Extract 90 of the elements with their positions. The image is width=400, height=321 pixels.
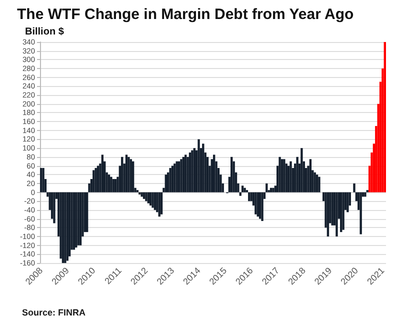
bar	[147, 192, 150, 204]
bar	[256, 192, 259, 217]
bar	[174, 164, 176, 192]
bar	[176, 161, 178, 192]
bar	[182, 156, 185, 192]
bar	[167, 172, 170, 192]
bar	[160, 192, 163, 214]
bar	[342, 192, 344, 230]
bar	[244, 188, 246, 192]
chart-title: The WTF Change in Margin Debt from Year Ago	[17, 6, 354, 23]
bar	[314, 172, 316, 192]
bar	[94, 168, 97, 192]
bar	[64, 192, 66, 263]
bar	[171, 166, 174, 192]
bar	[42, 168, 44, 192]
bar	[261, 192, 264, 222]
bar	[331, 192, 334, 226]
bar	[110, 176, 112, 192]
bar	[156, 192, 158, 212]
bar	[62, 192, 64, 263]
bar	[114, 179, 117, 192]
bar	[184, 154, 187, 192]
bar	[230, 156, 233, 192]
bar	[346, 192, 349, 212]
bar	[77, 192, 80, 246]
bar	[280, 159, 284, 192]
bar	[202, 144, 204, 192]
bar	[88, 183, 90, 192]
bar	[213, 154, 216, 192]
bar	[198, 139, 200, 192]
bar	[142, 192, 146, 199]
bar	[258, 192, 262, 219]
bar	[72, 192, 76, 250]
bar	[125, 154, 128, 192]
bar	[353, 183, 356, 192]
bar	[164, 174, 168, 192]
bar	[79, 192, 82, 246]
bar	[300, 148, 303, 192]
bar	[360, 192, 362, 234]
bar	[193, 148, 196, 192]
bar	[336, 192, 338, 236]
bar	[364, 192, 366, 197]
bar	[316, 174, 318, 192]
bar	[296, 156, 298, 192]
bar	[130, 159, 132, 192]
bar	[128, 156, 130, 192]
bar	[101, 154, 104, 192]
bar	[232, 161, 235, 192]
bar	[340, 192, 342, 232]
bar	[86, 192, 88, 232]
bar	[239, 192, 242, 196]
bar	[178, 161, 180, 192]
bar	[145, 192, 148, 202]
bar	[132, 161, 134, 192]
bar	[60, 192, 62, 259]
bar	[287, 166, 290, 192]
bar	[84, 192, 86, 232]
bar	[309, 159, 312, 192]
bar	[290, 161, 292, 192]
bar	[326, 192, 330, 236]
bar	[50, 192, 54, 219]
bar	[158, 192, 160, 217]
source-note: Source: FINRA	[22, 308, 86, 318]
bar	[154, 192, 156, 210]
bar	[108, 174, 110, 192]
bar	[254, 192, 257, 214]
bar	[272, 188, 274, 192]
bar	[169, 168, 172, 192]
bar	[266, 183, 268, 192]
bar	[318, 176, 320, 192]
bar	[188, 152, 192, 192]
bar	[283, 159, 286, 192]
y-axis-title: Billion $	[25, 26, 64, 38]
bar	[180, 159, 182, 192]
bar	[206, 156, 209, 192]
bar	[241, 186, 244, 192]
bar	[270, 188, 272, 192]
bar	[186, 156, 189, 192]
bar	[66, 192, 68, 261]
bar	[92, 170, 95, 192]
bar	[191, 150, 194, 192]
bar	[96, 166, 100, 192]
bar	[152, 192, 154, 208]
bar	[278, 156, 281, 192]
bar	[121, 156, 124, 192]
bar	[140, 192, 143, 197]
bar	[149, 192, 152, 206]
bar	[53, 192, 56, 224]
bar	[40, 168, 42, 192]
bar	[384, 42, 386, 192]
